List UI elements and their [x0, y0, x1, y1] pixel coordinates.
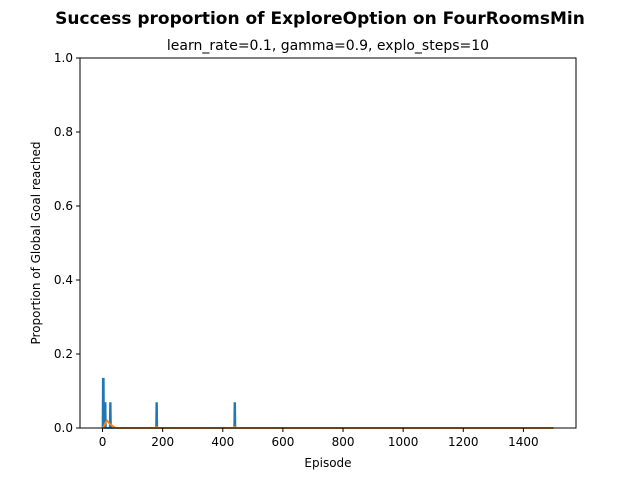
y-axis: 0.0 0.2 0.4 0.6 0.8 1.0: [54, 51, 80, 435]
x-tick-label: 400: [211, 435, 234, 449]
series-layer: [101, 377, 554, 429]
plot-area: [79, 57, 577, 429]
x-tick-label: 200: [151, 435, 174, 449]
x-axis-label: Episode: [304, 456, 351, 470]
y-tick-label: 0.8: [54, 125, 73, 139]
series-line-1: [101, 377, 554, 429]
y-tick-label: 0.6: [54, 199, 73, 213]
x-tick-label: 800: [332, 435, 355, 449]
y-tick-label: 0.4: [54, 273, 73, 287]
x-axis: 0 200 400 600 800 1000 1200 1400: [99, 428, 539, 449]
series-line-2: [101, 419, 554, 429]
y-tick-label: 0.2: [54, 347, 73, 361]
axes-frame: [79, 57, 577, 429]
x-tick-label: 600: [271, 435, 294, 449]
chart-title: Success proportion of ExploreOption on F…: [55, 9, 585, 29]
x-tick-label: 1200: [448, 435, 479, 449]
y-axis-label: Proportion of Global Goal reached: [29, 142, 43, 345]
x-tick-label: 1400: [508, 435, 539, 449]
y-tick-label: 1.0: [54, 51, 73, 65]
y-tick-label: 0.0: [54, 421, 73, 435]
x-tick-label: 1000: [388, 435, 419, 449]
chart-subtitle: learn_rate=0.1, gamma=0.9, explo_steps=1…: [167, 38, 489, 54]
x-tick-label: 0: [99, 435, 107, 449]
